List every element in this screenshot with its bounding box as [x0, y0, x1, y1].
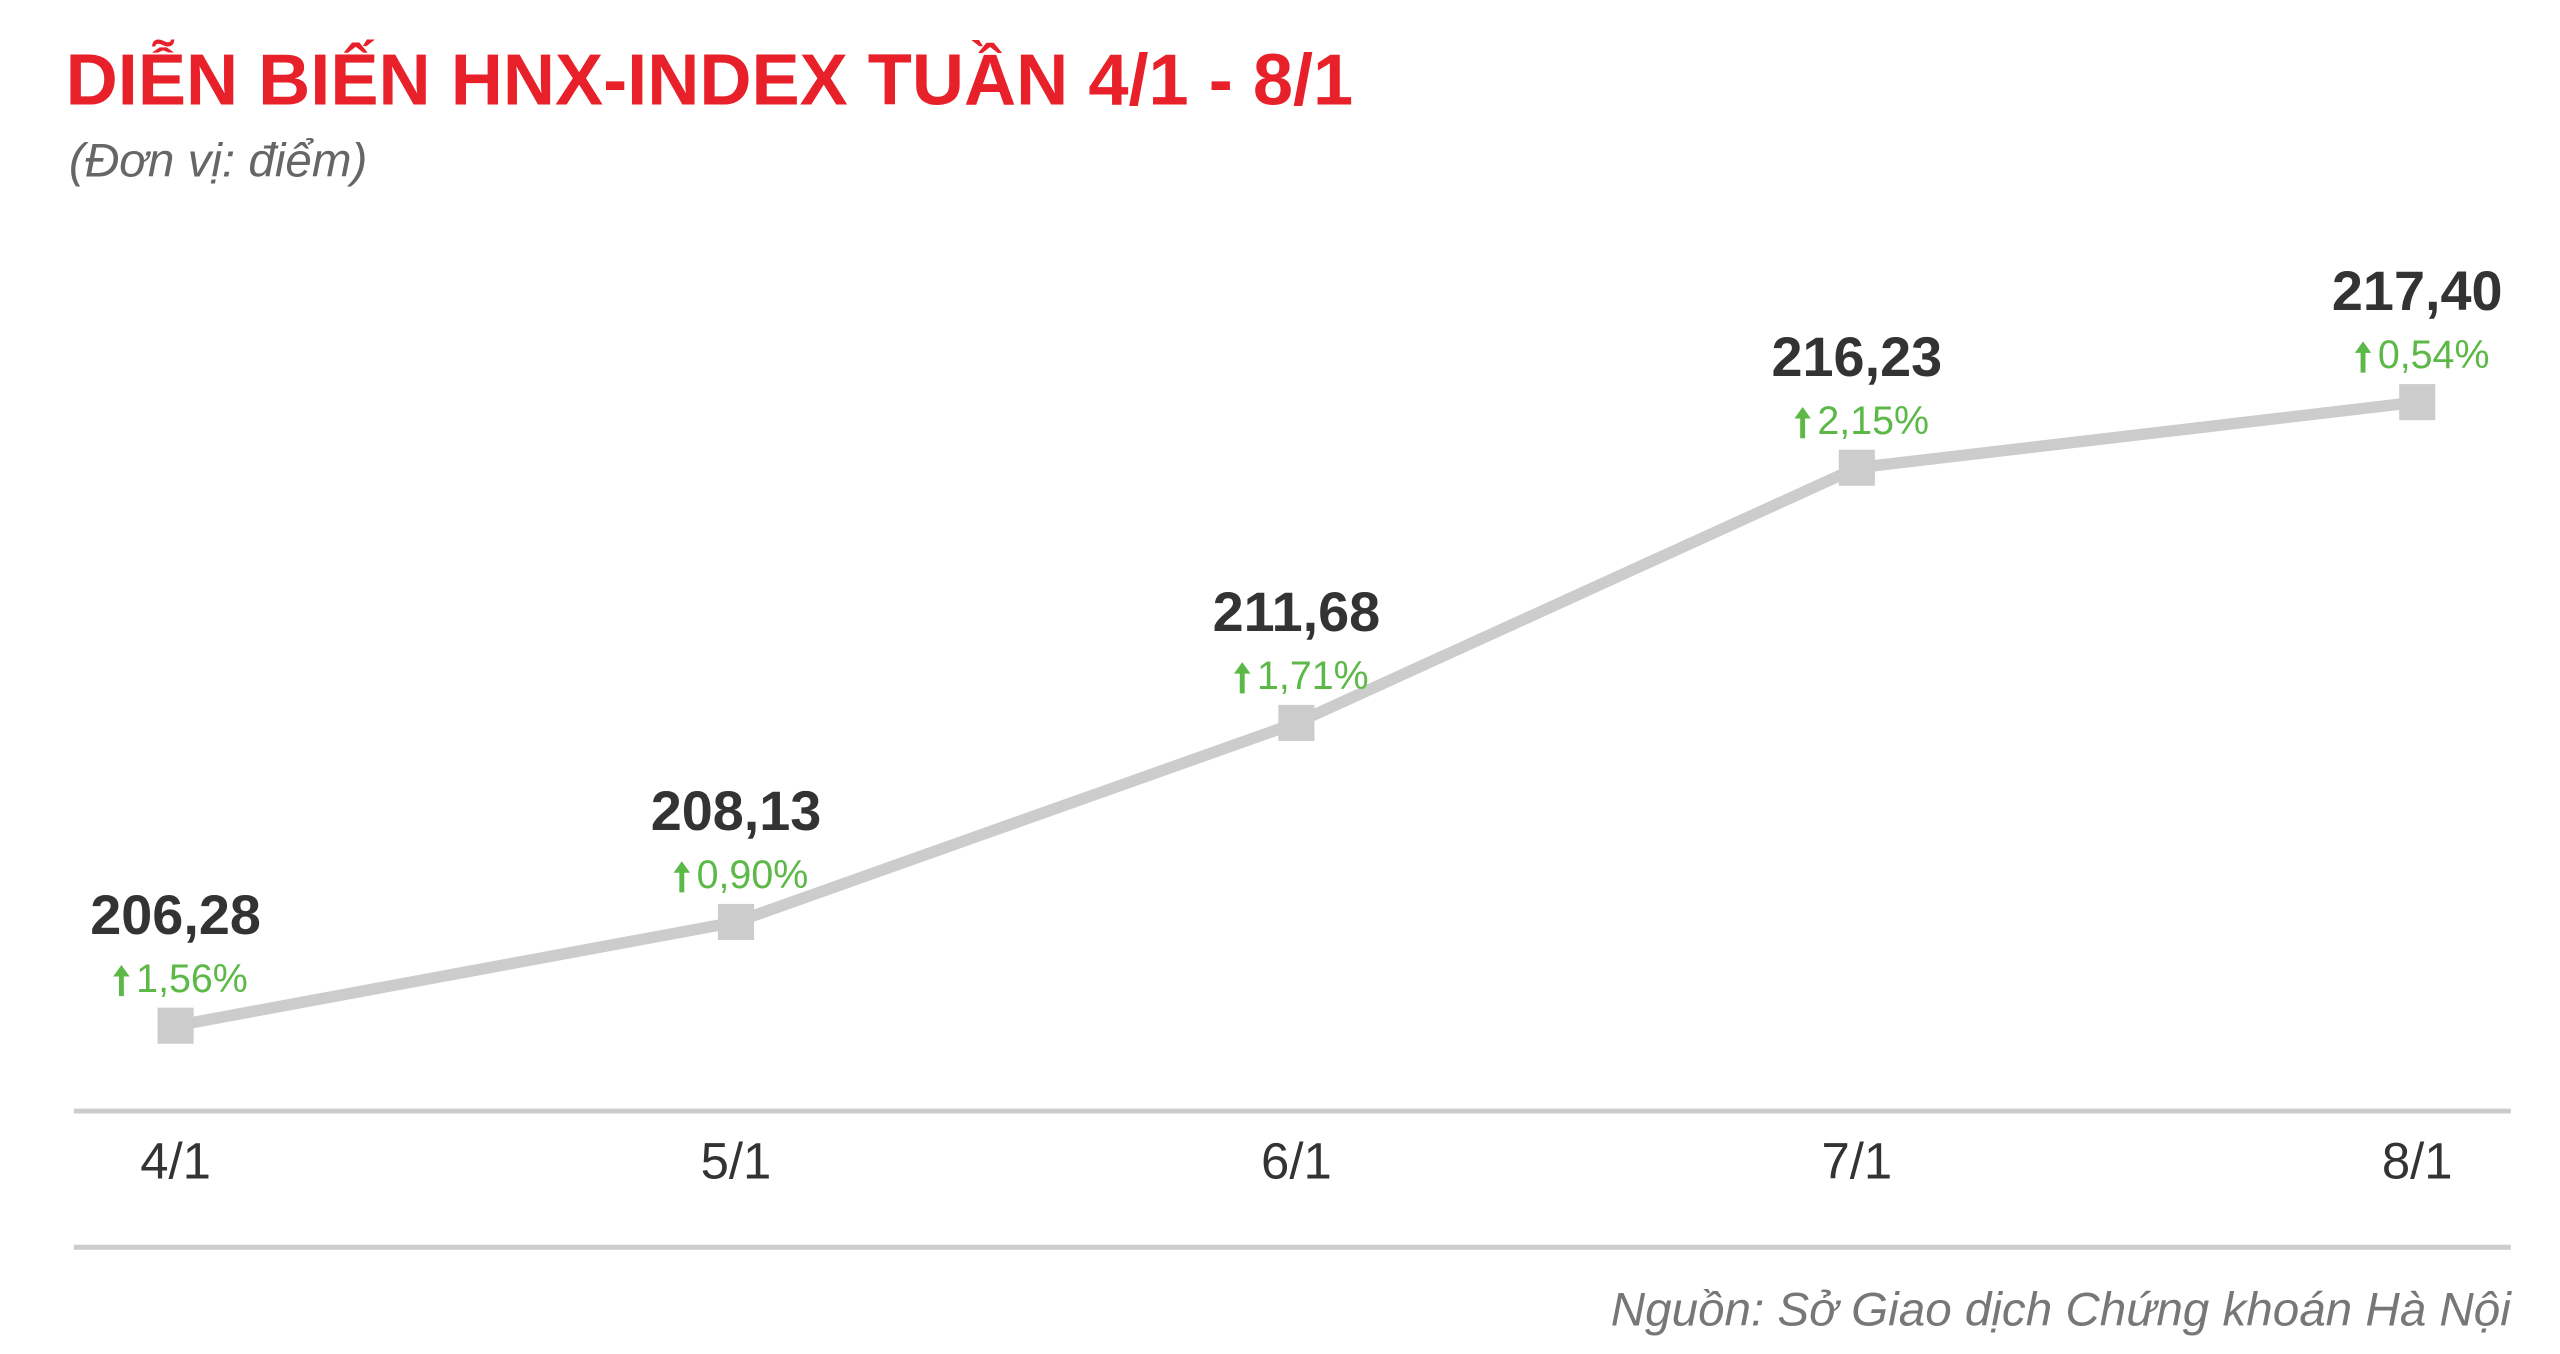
up-arrow-icon — [1234, 662, 1251, 694]
point-marker — [1838, 449, 1875, 486]
point-marker — [717, 903, 755, 941]
up-arrow-icon — [1794, 407, 1811, 439]
change-label: 2,15% — [1817, 399, 1929, 443]
value-label: 217,40 — [2332, 259, 2503, 322]
point-marker — [1278, 704, 1315, 741]
up-arrow-icon — [673, 861, 691, 893]
x-tick-label: 6/1 — [1261, 1133, 1332, 1190]
x-tick-label: 4/1 — [140, 1133, 211, 1190]
change-label: 0,90% — [697, 853, 809, 897]
up-arrow-icon — [113, 965, 130, 997]
value-label: 211,68 — [1213, 580, 1381, 643]
up-arrow-icon — [2354, 341, 2372, 373]
chart-title: DIỄN BIẾN HNX-INDEX TUẦN 4/1 - 8/1 — [66, 39, 1354, 120]
point-marker — [2399, 384, 2436, 421]
change-label: 0,54% — [2378, 333, 2490, 377]
x-tick-label: 7/1 — [1821, 1133, 1892, 1190]
x-tick-label: 8/1 — [2382, 1133, 2453, 1190]
source-note: Nguồn: Sở Giao dịch Chứng khoán Hà Nội — [1611, 1283, 2512, 1336]
value-label: 216,23 — [1772, 325, 1943, 388]
value-label: 208,13 — [651, 779, 822, 842]
point-marker — [157, 1007, 194, 1044]
chart-subtitle: (Đơn vị: điểm) — [69, 135, 367, 188]
change-label: 1,71% — [1257, 654, 1369, 698]
change-label: 1,56% — [136, 957, 248, 1001]
x-tick-label: 5/1 — [701, 1133, 772, 1190]
value-label: 206,28 — [90, 883, 261, 946]
